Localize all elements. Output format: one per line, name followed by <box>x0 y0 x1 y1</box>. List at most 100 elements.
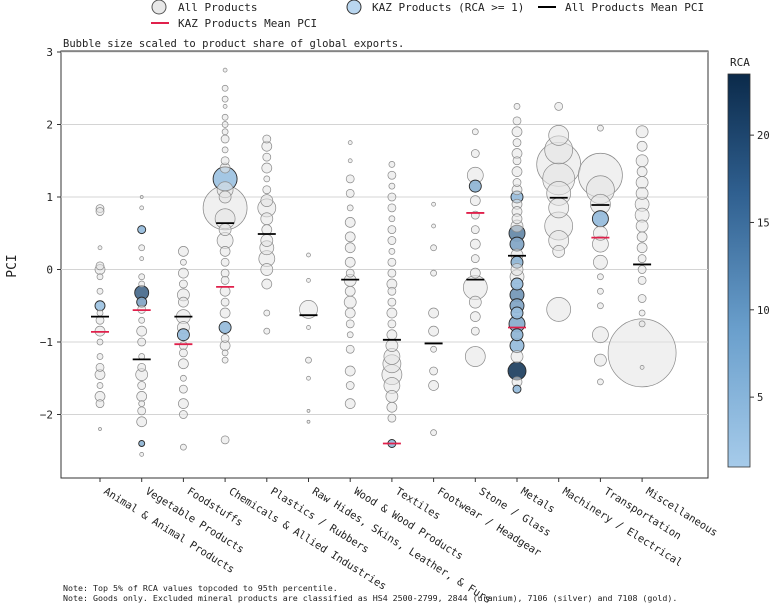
product-bubble <box>638 309 646 317</box>
product-bubble <box>635 219 649 233</box>
kaz-product-bubble <box>94 300 106 312</box>
y-tick-label: 3 <box>46 46 53 59</box>
product-bubble <box>221 356 229 364</box>
product-bubble <box>95 207 105 216</box>
product-bubble <box>428 307 439 319</box>
product-bubble <box>548 125 570 146</box>
product-bubble <box>178 398 189 409</box>
product-bubble <box>635 176 649 189</box>
product-bubble <box>385 339 399 352</box>
product-bubble <box>388 215 396 223</box>
product-bubble <box>260 212 274 226</box>
product-bubble <box>469 195 481 206</box>
product-bubble <box>387 297 397 307</box>
product-bubble <box>635 187 649 200</box>
product-bubble <box>218 190 232 204</box>
mean-markers <box>91 196 652 445</box>
product-bubble <box>464 346 486 367</box>
product-bubble <box>138 273 146 281</box>
product-bubble <box>179 341 188 350</box>
y-axis-label: PCI <box>5 254 20 277</box>
product-bubble <box>607 318 677 388</box>
product-bubble <box>96 382 104 389</box>
product-bubble <box>263 327 271 335</box>
product-bubble <box>138 244 146 252</box>
product-bubble <box>96 338 104 346</box>
kaz-product-bubble <box>512 384 522 394</box>
kaz-product-bubble <box>137 225 147 235</box>
product-bubble <box>136 416 148 428</box>
product-bubble <box>179 279 188 289</box>
product-bubble <box>637 294 647 303</box>
product-bubble <box>468 295 482 309</box>
product-bubble <box>220 257 230 267</box>
product-bubble <box>469 267 481 279</box>
product-bubble <box>221 84 229 92</box>
product-bubble <box>637 254 647 263</box>
legend-kaz-products-label: KAZ Products (RCA >= 1) <box>372 1 524 14</box>
product-bubble <box>260 234 274 247</box>
product-bubble <box>220 156 230 166</box>
product-bubble <box>388 161 396 168</box>
product-bubble <box>98 427 102 431</box>
product-bubble <box>218 223 232 236</box>
product-bubble <box>306 252 311 258</box>
y-tick-label: −1 <box>40 336 53 349</box>
product-bubble <box>385 390 399 403</box>
product-bubble <box>637 276 647 285</box>
product-bubble <box>138 316 146 324</box>
product-bubble <box>552 245 566 258</box>
product-bubble <box>513 103 521 110</box>
product-bubble <box>386 401 398 413</box>
product-bubble <box>597 378 604 386</box>
bubbles <box>94 67 677 457</box>
product-bubble <box>346 204 354 212</box>
product-bubble <box>137 406 147 416</box>
product-bubble <box>639 365 645 370</box>
product-bubble <box>388 182 396 190</box>
product-bubble <box>96 309 104 317</box>
product-bubble <box>138 400 146 407</box>
product-bubble <box>470 225 480 234</box>
product-bubble <box>387 225 397 234</box>
legend-all-products-marker <box>151 0 167 15</box>
colorbar-tick-label: 10 <box>757 305 770 317</box>
product-bubble <box>597 302 604 310</box>
product-bubble <box>345 344 355 354</box>
product-bubble <box>512 116 522 126</box>
product-bubble <box>220 276 230 285</box>
product-bubble <box>221 146 229 154</box>
product-bubble <box>139 195 144 199</box>
product-bubble <box>345 268 355 278</box>
product-bubble <box>592 326 609 344</box>
product-bubble <box>261 162 273 174</box>
product-bubble <box>511 166 523 177</box>
product-bubble <box>470 254 480 263</box>
product-bubble <box>306 375 311 381</box>
product-bubble <box>180 374 187 382</box>
product-bubble <box>221 113 229 121</box>
product-bubble <box>221 128 229 136</box>
product-bubble <box>546 297 572 322</box>
product-bubble <box>510 350 524 363</box>
product-bubble <box>179 348 188 358</box>
product-bubble <box>345 381 355 390</box>
product-bubble <box>388 248 396 255</box>
product-bubble <box>306 278 311 283</box>
product-bubble <box>261 278 273 290</box>
product-bubble <box>263 309 271 317</box>
product-bubble <box>139 452 145 457</box>
product-bubble <box>95 363 105 372</box>
product-bubble <box>178 358 189 370</box>
product-bubble <box>305 356 312 364</box>
product-bubble <box>387 170 397 180</box>
product-bubble <box>345 174 355 184</box>
kaz-product-bubble <box>591 210 609 228</box>
product-bubble <box>97 245 103 251</box>
product-bubble <box>636 140 648 152</box>
note-topcode: Note: Top 5% of RCA values topcoded to 9… <box>63 583 338 593</box>
legend: All Products KAZ Products (RCA >= 1) All… <box>151 0 704 30</box>
colorbar-ticks: 5 10 15 20 <box>750 130 770 404</box>
product-bubble <box>344 231 356 243</box>
product-bubble <box>221 349 229 357</box>
